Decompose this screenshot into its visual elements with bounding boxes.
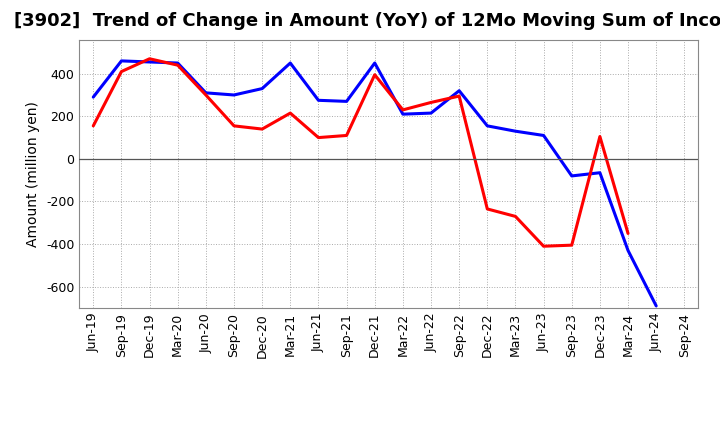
- Ordinary Income: [370, 60, 379, 66]
- Net Income: [539, 244, 548, 249]
- Net Income: [342, 133, 351, 138]
- Net Income: [624, 231, 632, 236]
- Net Income: [483, 206, 492, 212]
- Ordinary Income: [595, 170, 604, 176]
- Ordinary Income: [455, 88, 464, 93]
- Net Income: [455, 93, 464, 99]
- Ordinary Income: [202, 90, 210, 95]
- Ordinary Income: [230, 92, 238, 98]
- Net Income: [117, 69, 126, 74]
- Net Income: [89, 123, 98, 128]
- Ordinary Income: [427, 110, 436, 116]
- Ordinary Income: [511, 128, 520, 134]
- Ordinary Income: [399, 111, 408, 117]
- Ordinary Income: [314, 98, 323, 103]
- Net Income: [511, 214, 520, 219]
- Ordinary Income: [652, 303, 660, 308]
- Net Income: [427, 100, 436, 105]
- Net Income: [567, 242, 576, 248]
- Ordinary Income: [145, 59, 154, 65]
- Ordinary Income: [286, 60, 294, 66]
- Ordinary Income: [117, 58, 126, 63]
- Net Income: [202, 92, 210, 98]
- Net Income: [370, 72, 379, 77]
- Ordinary Income: [342, 99, 351, 104]
- Y-axis label: Amount (million yen): Amount (million yen): [27, 101, 40, 247]
- Net Income: [145, 56, 154, 62]
- Ordinary Income: [539, 133, 548, 138]
- Net Income: [286, 110, 294, 116]
- Net Income: [174, 62, 182, 68]
- Ordinary Income: [567, 173, 576, 179]
- Title: [3902]  Trend of Change in Amount (YoY) of 12Mo Moving Sum of Incomes: [3902] Trend of Change in Amount (YoY) o…: [14, 12, 720, 30]
- Net Income: [314, 135, 323, 140]
- Ordinary Income: [174, 60, 182, 66]
- Net Income: [595, 134, 604, 139]
- Ordinary Income: [483, 123, 492, 128]
- Ordinary Income: [624, 248, 632, 253]
- Ordinary Income: [258, 86, 266, 91]
- Line: Ordinary Income: Ordinary Income: [94, 61, 656, 306]
- Ordinary Income: [89, 95, 98, 100]
- Net Income: [399, 107, 408, 113]
- Line: Net Income: Net Income: [94, 59, 628, 246]
- Net Income: [230, 123, 238, 128]
- Net Income: [258, 126, 266, 132]
